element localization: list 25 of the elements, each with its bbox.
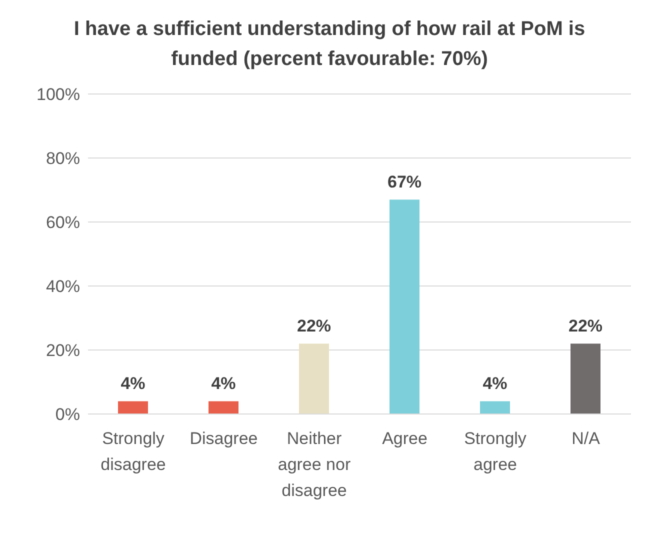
x-tick-label: Strongly disagree [100,429,166,474]
data-label: 67% [387,172,422,192]
data-label: 4% [120,374,146,394]
data-label: 22% [568,316,603,336]
chart-title: I have a sufficient understanding of how rail at PoM is funded (percent favourable: 70%) [72,17,586,72]
data-label: 22% [296,316,332,336]
x-tick-label: Disagree [190,429,258,448]
bar [208,401,238,414]
y-tick-label: 100% [36,85,80,104]
y-tick-label: 0% [55,405,80,424]
data-label: 4% [211,374,236,394]
x-tick-label: Agree [382,429,428,448]
bar [299,344,329,414]
y-tick-label: 60% [46,213,80,232]
x-tick-label: Strongly agree [464,429,527,474]
bar [480,401,510,414]
bar [390,200,420,414]
x-tick-label: Neither agree nor disagree [278,429,351,500]
y-tick-label: 20% [46,341,80,360]
data-label: 4% [482,374,508,394]
y-tick-label: 40% [46,277,80,296]
bar [570,344,600,414]
x-tick-label: N/A [572,429,601,448]
y-tick-label: 80% [46,149,80,168]
bar [118,401,148,414]
